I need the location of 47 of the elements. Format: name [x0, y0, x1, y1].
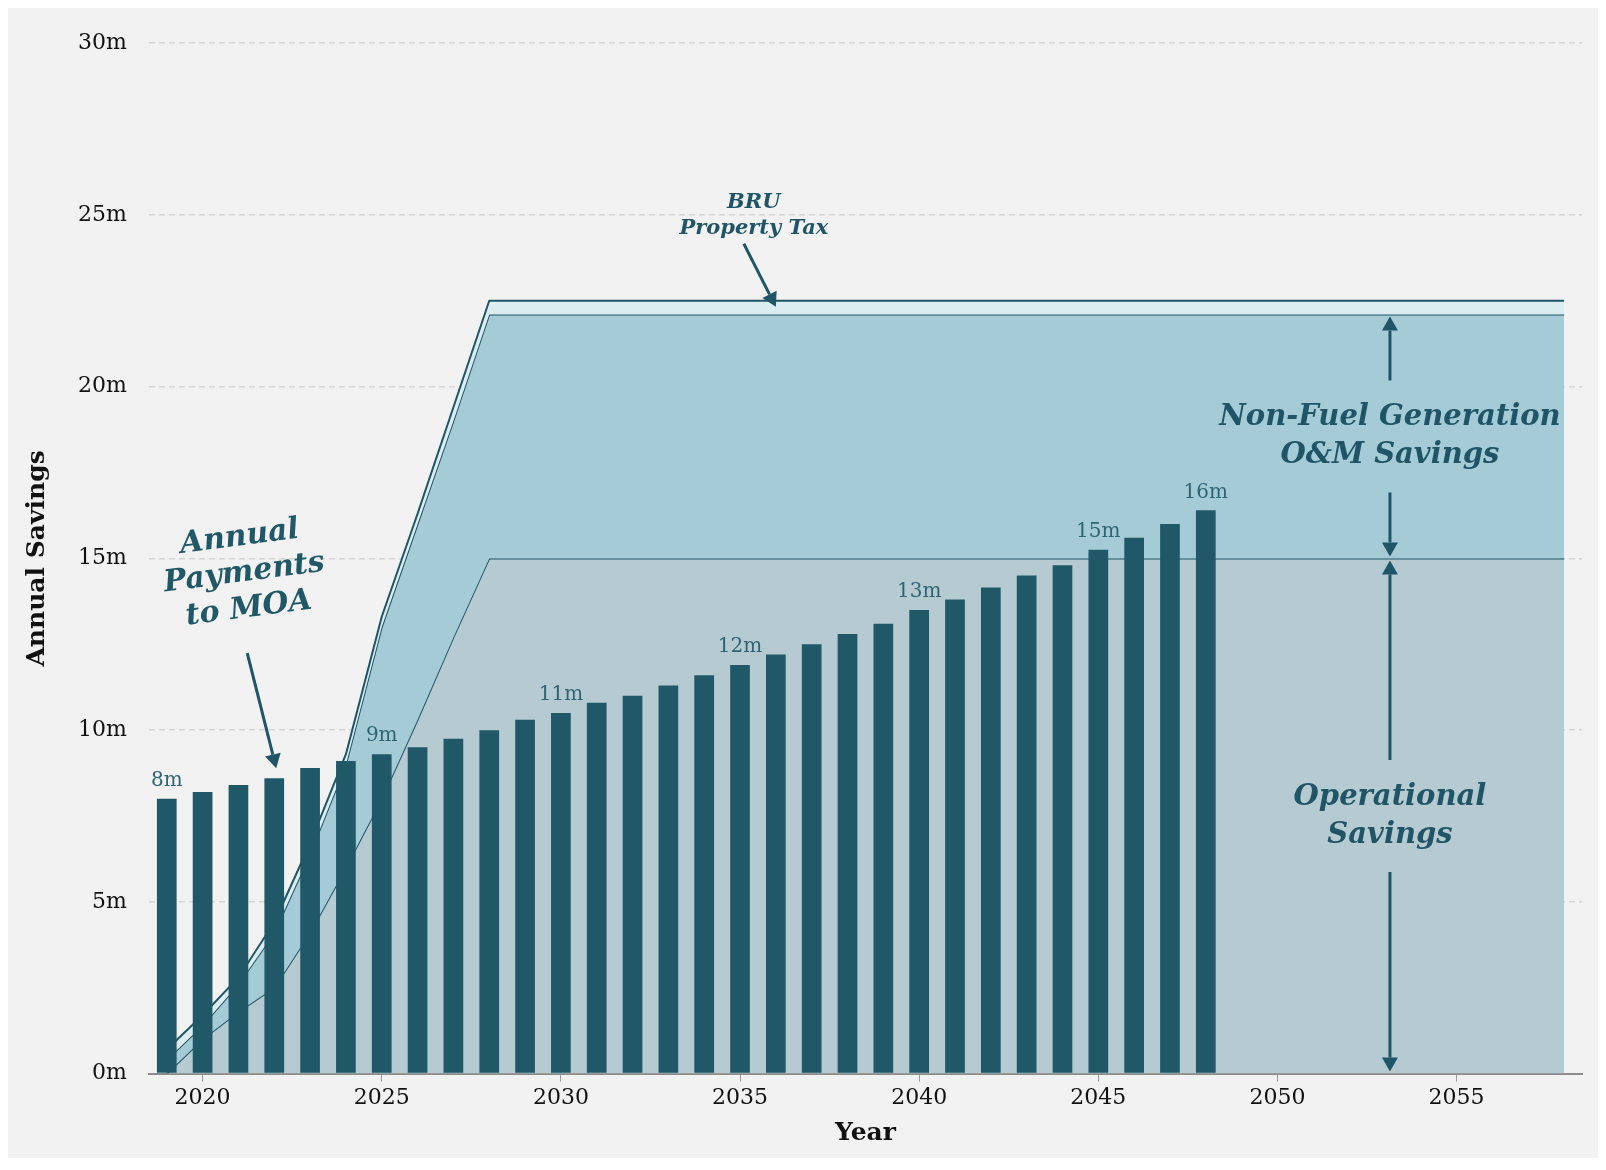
- x-tick-label: 2035: [712, 1083, 769, 1109]
- bar: [479, 730, 500, 1073]
- annotation: BRU Property Tax: [678, 188, 829, 240]
- y-axis-title: Annual Savings: [20, 450, 50, 668]
- bar: [766, 654, 786, 1073]
- data-label: 12m: [717, 633, 763, 658]
- data-label: 8m: [150, 767, 183, 792]
- bar: [909, 609, 930, 1073]
- x-tick-label: 2020: [174, 1083, 231, 1109]
- data-label: 11m: [538, 681, 584, 706]
- data-label: 9m: [365, 722, 398, 747]
- x-tick-label: 2045: [1070, 1083, 1127, 1109]
- x-tick-label: 2050: [1249, 1083, 1306, 1109]
- bar: [1052, 565, 1073, 1073]
- x-tick-label: 2030: [532, 1083, 589, 1109]
- bar: [801, 644, 822, 1073]
- bar: [407, 747, 428, 1073]
- bar: [1016, 575, 1037, 1073]
- x-axis-title: Year: [833, 1116, 897, 1146]
- y-tick-label: 5m: [92, 887, 127, 913]
- bar: [945, 599, 965, 1073]
- bar: [551, 712, 571, 1073]
- bar: [837, 633, 858, 1073]
- data-label: 15m: [1076, 518, 1121, 543]
- data-label: 13m: [896, 578, 942, 603]
- bar: [730, 664, 750, 1073]
- bar: [586, 702, 607, 1073]
- bar: [658, 685, 679, 1073]
- annotation: Non-Fuel Generation O&M Savings: [1218, 398, 1561, 470]
- bar: [980, 587, 1001, 1073]
- bar: [443, 738, 464, 1073]
- text: Annual Payments to MOA: [160, 509, 327, 632]
- y-tick-label: 10m: [78, 715, 127, 741]
- x-tick-label: 2040: [891, 1083, 948, 1109]
- bar: [694, 675, 715, 1073]
- bar: [515, 719, 535, 1073]
- data-label: 16m: [1183, 478, 1229, 503]
- x-tick-label: 2055: [1428, 1083, 1485, 1109]
- bar: [622, 695, 643, 1073]
- annotation: Operational Savings: [1293, 777, 1487, 850]
- x-tick-label: 2025: [353, 1083, 410, 1109]
- y-tick-label: 25m: [78, 200, 127, 226]
- y-tick-label: 30m: [78, 28, 127, 54]
- bar: [873, 623, 894, 1073]
- y-tick-label: 0m: [92, 1059, 127, 1085]
- y-tick-label: 20m: [78, 372, 127, 398]
- y-tick-label: 15m: [78, 544, 127, 570]
